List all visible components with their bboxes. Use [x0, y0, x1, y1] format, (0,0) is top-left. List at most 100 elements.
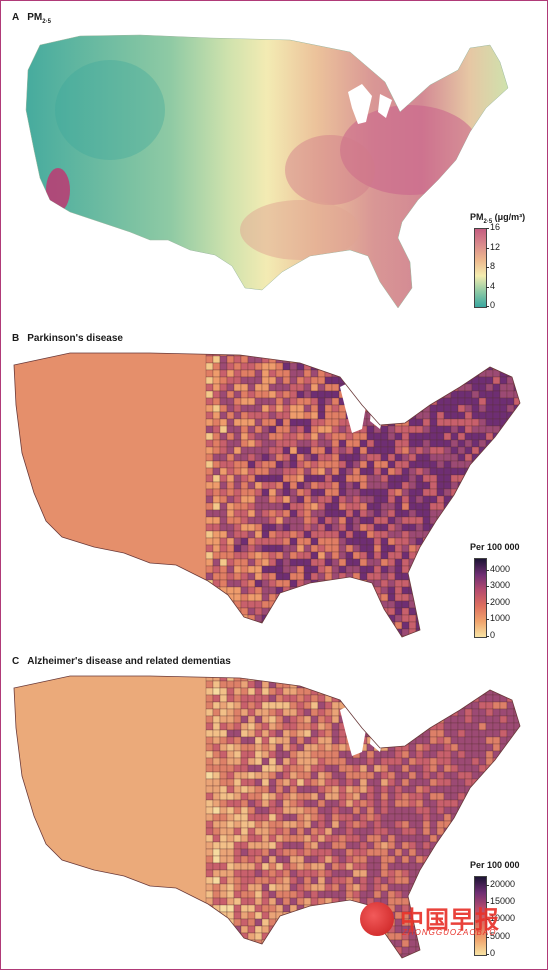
- county-cell: [450, 544, 459, 553]
- county-cell: [261, 411, 270, 420]
- county-cell: [436, 614, 445, 623]
- county-cell: [359, 869, 368, 878]
- county-cell: [303, 827, 312, 836]
- county-cell: [310, 715, 319, 724]
- county-cell: [471, 680, 480, 689]
- county-cell: [499, 778, 508, 787]
- county-cell: [254, 530, 263, 539]
- county-cell: [233, 876, 242, 885]
- county-cell: [359, 369, 368, 378]
- county-cell: [275, 523, 284, 532]
- county-cell: [345, 813, 354, 822]
- county-cell: [268, 558, 277, 567]
- county-cell: [275, 743, 284, 752]
- county-cell: [478, 460, 487, 469]
- county-cell: [457, 537, 466, 546]
- county-cell: [261, 565, 270, 574]
- county-cell: [422, 502, 431, 511]
- county-cell: [359, 687, 368, 696]
- county-cell: [296, 925, 305, 934]
- county-cell: [373, 827, 382, 836]
- county-cell: [401, 383, 410, 392]
- county-cell: [233, 530, 242, 539]
- county-cell: [226, 806, 235, 815]
- county-cell: [338, 764, 347, 773]
- county-cell: [247, 715, 256, 724]
- county-cell: [485, 446, 494, 455]
- legend-tick-label: 5000: [485, 930, 511, 941]
- county-cell: [429, 785, 438, 794]
- county-cell: [352, 355, 361, 364]
- county-cell: [478, 530, 487, 539]
- county-cell: [331, 425, 340, 434]
- county-cell: [436, 474, 445, 483]
- county-cell: [457, 785, 466, 794]
- county-cell: [366, 565, 375, 574]
- county-cell: [521, 786, 528, 793]
- watermark-subtext: ZHONGGUOZAOBAO: [402, 928, 497, 937]
- county-cell: [471, 411, 480, 420]
- county-cell: [317, 876, 326, 885]
- county-cell: [464, 607, 473, 616]
- county-cell: [352, 694, 361, 703]
- county-cell: [233, 869, 242, 878]
- county-cell: [219, 827, 228, 836]
- county-cell: [233, 439, 242, 448]
- county-cell: [268, 362, 277, 371]
- county-cell: [254, 579, 263, 588]
- county-cell: [240, 397, 249, 406]
- county-cell: [310, 676, 319, 682]
- county-cell: [247, 946, 256, 955]
- county-cell: [415, 715, 424, 724]
- county-cell: [422, 488, 431, 497]
- county-cell: [380, 432, 389, 441]
- county-cell: [219, 904, 228, 913]
- county-cell: [471, 516, 480, 525]
- county-cell: [521, 398, 528, 405]
- county-cell: [247, 883, 256, 892]
- county-cell: [212, 621, 221, 630]
- county-cell: [366, 687, 375, 696]
- county-cell: [317, 502, 326, 511]
- county-cell: [451, 961, 458, 968]
- county-cell: [450, 376, 459, 385]
- county-cell: [443, 862, 452, 871]
- county-cell: [408, 404, 417, 413]
- county-cell: [310, 439, 319, 448]
- county-cell: [422, 446, 431, 455]
- county-cell: [366, 628, 375, 637]
- county-cell: [317, 551, 326, 560]
- county-cell: [373, 701, 382, 710]
- county-cell: [219, 453, 228, 462]
- county-cell: [359, 432, 368, 441]
- county-cell: [303, 614, 312, 623]
- county-cell: [373, 694, 382, 703]
- county-cell: [205, 614, 214, 623]
- county-cell: [219, 383, 228, 392]
- county-cell: [485, 467, 494, 476]
- county-cell: [429, 355, 438, 364]
- county-cell: [289, 806, 298, 815]
- county-cell: [310, 771, 319, 780]
- county-cell: [478, 771, 487, 780]
- county-cell: [219, 785, 228, 794]
- county-cell: [338, 736, 347, 745]
- county-cell: [352, 757, 361, 766]
- county-cell: [394, 523, 403, 532]
- county-cell: [464, 722, 473, 731]
- county-cell: [352, 813, 361, 822]
- county-cell: [380, 785, 389, 794]
- county-cell: [317, 523, 326, 532]
- county-cell: [506, 362, 515, 371]
- county-cell: [345, 932, 354, 941]
- county-cell: [373, 764, 382, 773]
- county-cell: [408, 848, 417, 857]
- county-cell: [450, 764, 459, 773]
- county-cell: [380, 551, 389, 560]
- county-cell: [317, 687, 326, 696]
- county-cell: [331, 676, 340, 682]
- county-cell: [282, 635, 291, 637]
- county-cell: [296, 897, 305, 906]
- county-cell: [289, 876, 298, 885]
- county-cell: [289, 537, 298, 546]
